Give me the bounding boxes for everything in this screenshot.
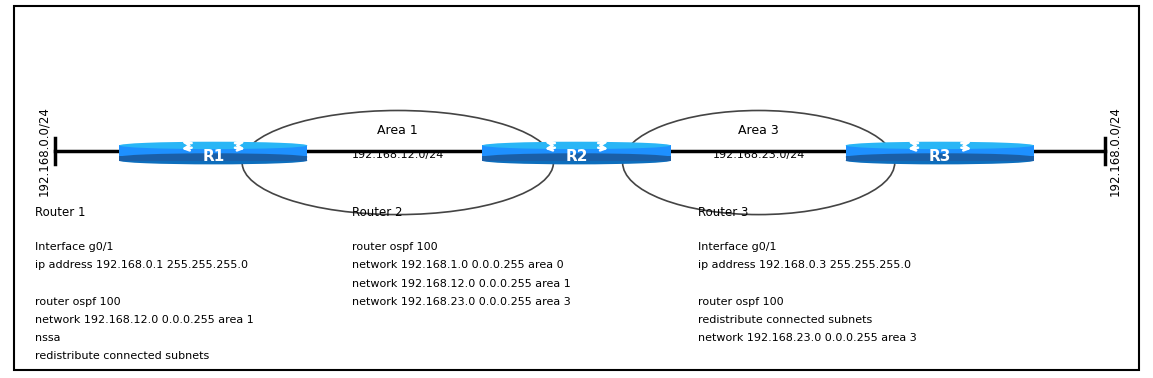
Text: network 192.168.1.0 0.0.0.255 area 0: network 192.168.1.0 0.0.0.255 area 0 [352, 260, 564, 270]
Text: network 192.168.12.0 0.0.0.255 area 1: network 192.168.12.0 0.0.0.255 area 1 [352, 279, 571, 288]
Text: R3: R3 [928, 149, 951, 164]
Ellipse shape [845, 157, 1034, 164]
Ellipse shape [482, 153, 671, 161]
Text: Router 3: Router 3 [698, 206, 748, 219]
Text: Area 3: Area 3 [738, 124, 779, 137]
FancyBboxPatch shape [119, 156, 308, 161]
Text: router ospf 100: router ospf 100 [35, 297, 120, 307]
Text: Area 1: Area 1 [377, 124, 419, 137]
Ellipse shape [119, 157, 308, 164]
Ellipse shape [119, 153, 308, 161]
Text: 192.168.0.0/24: 192.168.0.0/24 [1108, 106, 1122, 196]
Text: router ospf 100: router ospf 100 [698, 297, 783, 307]
Ellipse shape [845, 153, 1034, 161]
Ellipse shape [482, 142, 671, 149]
Text: R2: R2 [565, 149, 588, 164]
Ellipse shape [482, 157, 671, 164]
Text: 192.168.12.0/24: 192.168.12.0/24 [352, 150, 444, 160]
Text: 192.168.23.0/24: 192.168.23.0/24 [713, 150, 805, 160]
Text: Router 2: Router 2 [352, 206, 402, 219]
Text: Router 1: Router 1 [35, 206, 85, 219]
Text: nssa: nssa [35, 333, 60, 343]
FancyBboxPatch shape [845, 156, 1034, 161]
Text: network 192.168.23.0 0.0.0.255 area 3: network 192.168.23.0 0.0.0.255 area 3 [352, 297, 571, 307]
Ellipse shape [845, 142, 1034, 149]
Text: ip address 192.168.0.1 255.255.255.0: ip address 192.168.0.1 255.255.255.0 [35, 260, 248, 270]
Polygon shape [482, 146, 671, 161]
Text: network 192.168.23.0 0.0.0.255 area 3: network 192.168.23.0 0.0.0.255 area 3 [698, 333, 917, 343]
Text: redistribute connected subnets: redistribute connected subnets [698, 315, 872, 325]
Text: 192.168.0.0/24: 192.168.0.0/24 [37, 106, 51, 196]
Text: Interface g0/1: Interface g0/1 [698, 242, 776, 252]
Text: network 192.168.12.0 0.0.0.255 area 1: network 192.168.12.0 0.0.0.255 area 1 [35, 315, 254, 325]
Polygon shape [845, 146, 1034, 161]
Text: redistribute connected subnets: redistribute connected subnets [35, 351, 209, 361]
Text: router ospf 100: router ospf 100 [352, 242, 437, 252]
Polygon shape [119, 146, 308, 161]
Text: ip address 192.168.0.3 255.255.255.0: ip address 192.168.0.3 255.255.255.0 [698, 260, 911, 270]
Ellipse shape [119, 142, 308, 149]
FancyBboxPatch shape [482, 156, 671, 161]
Text: R1: R1 [202, 149, 225, 164]
Text: Interface g0/1: Interface g0/1 [35, 242, 113, 252]
